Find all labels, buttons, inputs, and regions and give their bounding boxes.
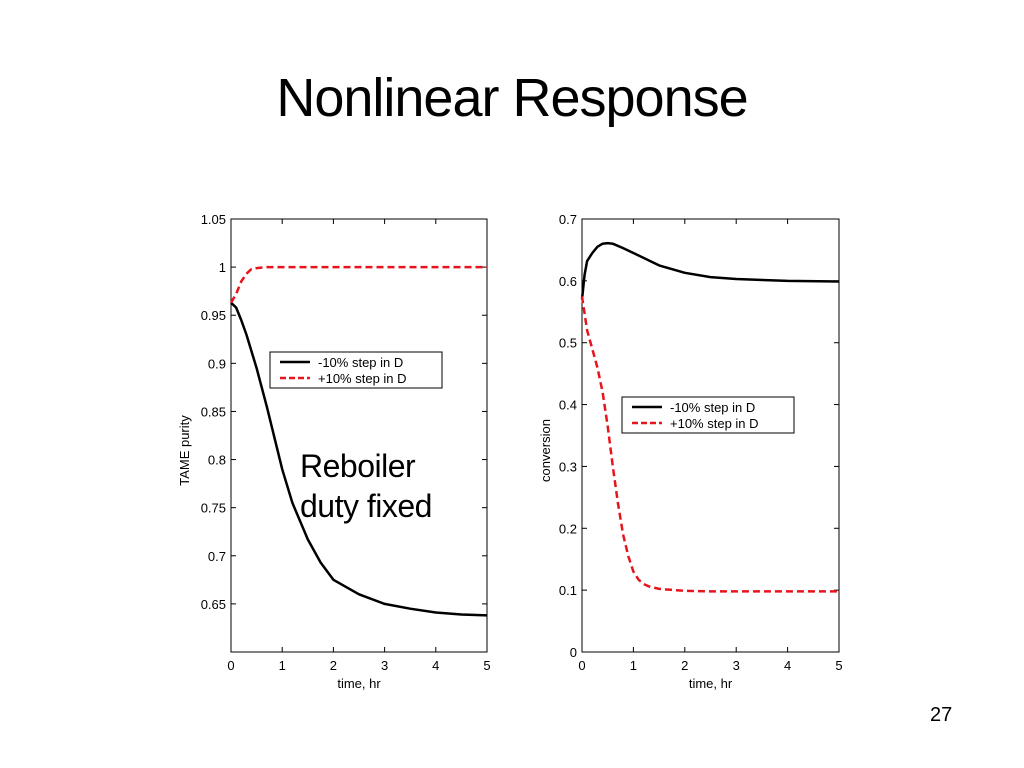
conversion-xtick-label: 5	[835, 658, 842, 673]
purity-ytick-label: 0.85	[201, 404, 226, 419]
conversion-ytick-label: 0.1	[559, 583, 577, 598]
purity-legend-label-1: -10% step in D	[318, 355, 403, 370]
purity-ytick-label: 1.05	[201, 212, 226, 227]
purity-ylabel: TAME purity	[177, 415, 192, 486]
purity-ytick-label: 0.8	[208, 453, 226, 468]
purity-ytick-label: 0.9	[208, 356, 226, 371]
conversion-xtick-label: 1	[630, 658, 637, 673]
conversion-ytick-label: 0.3	[559, 459, 577, 474]
purity-series-line-2	[229, 265, 487, 304]
purity-ytick-label: 1	[219, 260, 226, 275]
conversion-legend-label-2: +10% step in D	[670, 416, 759, 431]
annotation-line-1: Reboiler	[300, 448, 416, 484]
conversion-axes-frame	[581, 218, 840, 653]
conversion-ytick-label: 0.7	[559, 212, 577, 227]
page-number: 27	[930, 704, 953, 726]
conversion-legend-box	[621, 396, 795, 434]
purity-xtick-label: 1	[279, 658, 286, 673]
conversion-xtick-label: 2	[681, 658, 688, 673]
conversion-ytick-label: 0.2	[559, 521, 577, 536]
conversion-xtick-label: 3	[733, 658, 740, 673]
conversion-xtick-label: 0	[578, 658, 585, 673]
conversion-ytick-label: 0	[570, 645, 577, 660]
conversion-ytick-label: 0.6	[559, 274, 577, 289]
conversion-series-line-2	[580, 296, 839, 593]
conversion-series-line-1	[580, 241, 840, 300]
annotation-line-2: duty fixed	[300, 488, 432, 524]
conversion-legend-label-1: -10% step in D	[670, 400, 755, 415]
purity-xtick-label: 5	[483, 658, 490, 673]
purity-xtick-label: 2	[330, 658, 337, 673]
conversion-ytick-label: 0.5	[559, 336, 577, 351]
purity-legend-box	[269, 351, 443, 389]
purity-xtick-label: 4	[432, 658, 439, 673]
conversion-ylabel: conversion	[538, 419, 553, 482]
annotation: Reboiler duty fixed	[300, 446, 432, 526]
purity-ytick-label: 0.95	[201, 308, 226, 323]
purity-ytick-label: 0.7	[208, 549, 226, 564]
purity-xtick-label: 3	[381, 658, 388, 673]
purity-series-line-1	[230, 301, 488, 617]
conversion-xlabel: time, hr	[689, 676, 733, 691]
conversion-xtick-label: 4	[784, 658, 791, 673]
slide-title: Nonlinear Response	[276, 68, 748, 128]
purity-ytick-label: 0.65	[201, 597, 226, 612]
purity-ytick-label: 0.75	[201, 501, 226, 516]
purity-xlabel: time, hr	[337, 676, 381, 691]
conversion-ytick-label: 0.4	[559, 398, 577, 413]
purity-xtick-label: 0	[227, 658, 234, 673]
purity-axes-frame	[230, 218, 488, 653]
purity-legend-label-2: +10% step in D	[318, 371, 407, 386]
